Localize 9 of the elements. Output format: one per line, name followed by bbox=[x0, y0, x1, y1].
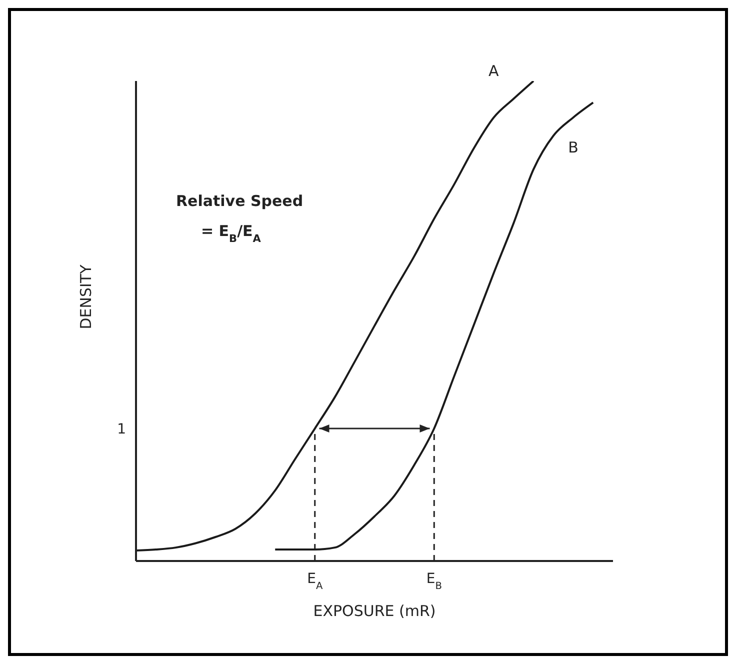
text: 1 bbox=[117, 422, 126, 438]
annotation: = E$_{B}$/E$_{A}$ bbox=[201, 222, 262, 245]
series-label: A bbox=[488, 62, 500, 80]
x-axis-title: EXPOSURE (mR) bbox=[313, 602, 436, 620]
x-tick-label: E$_{A}$ bbox=[307, 571, 323, 592]
series-label: B bbox=[568, 138, 578, 157]
y-axis-title: DENSITY bbox=[77, 264, 95, 330]
x-tick-label: E$_{B}$ bbox=[426, 571, 442, 592]
annotation: Relative Speed bbox=[176, 192, 304, 210]
